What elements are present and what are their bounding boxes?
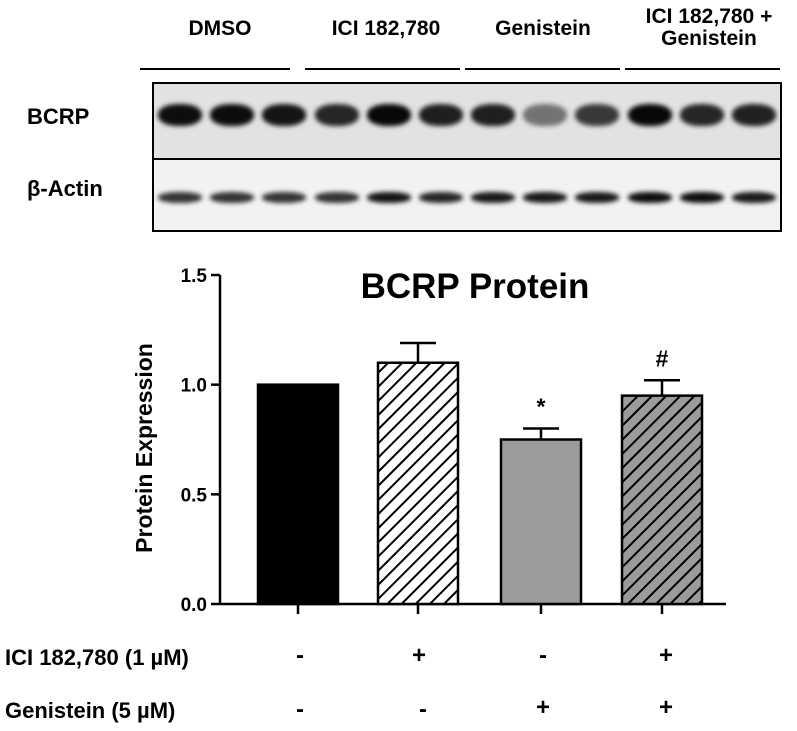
y-tick-label: 1.5 [181,266,208,287]
blot-group-line [305,68,460,70]
blot-band-bcrp [523,104,568,126]
sign-ici-ici: + [411,642,426,669]
blot-band-bcrp [210,104,255,126]
blot-group-line [465,68,620,70]
blot-band-actin [731,192,776,203]
blot-band-actin [158,192,203,203]
blot-group-line [140,68,290,70]
blot-band-actin [679,192,724,203]
blot-band-bcrp [731,104,776,126]
sign-ici-genistein: - [539,642,547,669]
blot-band-actin [523,192,568,203]
blot-group-label-combo: ICI 182,780 + Genistein [645,5,773,50]
blot-band-bcrp [575,104,620,126]
blot-band-bcrp [418,104,463,126]
significance-marker: # [656,345,669,371]
blot-group-label-genistein: Genistein [495,17,591,40]
blot-band-bcrp [471,104,516,126]
condition-label-genistein: Genistein (5 µM) [5,698,176,723]
sign-ici-dmso: - [296,642,304,669]
sign-gen-genistein: + [535,694,550,721]
blot-band-bcrp [158,104,203,126]
blot-group-line [625,68,780,70]
blot-band-bcrp [679,104,724,126]
significance-marker: * [537,394,546,420]
blot-band-actin [471,192,516,203]
blot-band-bcrp [627,104,672,126]
lane-label-bcrp: BCRP [27,104,90,129]
blot-band-bcrp [366,104,411,126]
blot-band-actin [366,192,411,203]
blot-panel-actin [152,158,782,232]
lane-label-actin: β-Actin [27,176,103,201]
sign-gen-dmso: - [296,696,304,723]
bar [499,438,583,606]
blot-band-actin [418,192,463,203]
blot-band-actin [262,192,307,203]
blot-band-actin [575,192,620,203]
blot-group-label-ici: ICI 182,780 [331,17,441,40]
sign-gen-combo: + [658,694,673,721]
y-tick-label: 0.0 [181,595,207,616]
sign-ici-combo: + [658,642,673,669]
bar [376,361,460,606]
blot-band-bcrp [262,104,307,126]
y-axis-label: Protein Expression [131,343,157,553]
blot-band-bcrp [314,104,359,126]
chart-title: BCRP Protein [361,267,590,306]
blot-band-actin [314,192,359,203]
y-tick-label: 1.0 [181,376,207,397]
blot-group-label-dmso: DMSO [188,17,252,40]
blot-band-actin [627,192,672,203]
sign-gen-ici: - [419,696,427,723]
bar [256,383,340,606]
blot-band-actin [210,192,255,203]
bar [620,394,704,606]
condition-label-ici: ICI 182,780 (1 µM) [5,645,189,670]
y-tick-label: 0.5 [181,485,208,506]
